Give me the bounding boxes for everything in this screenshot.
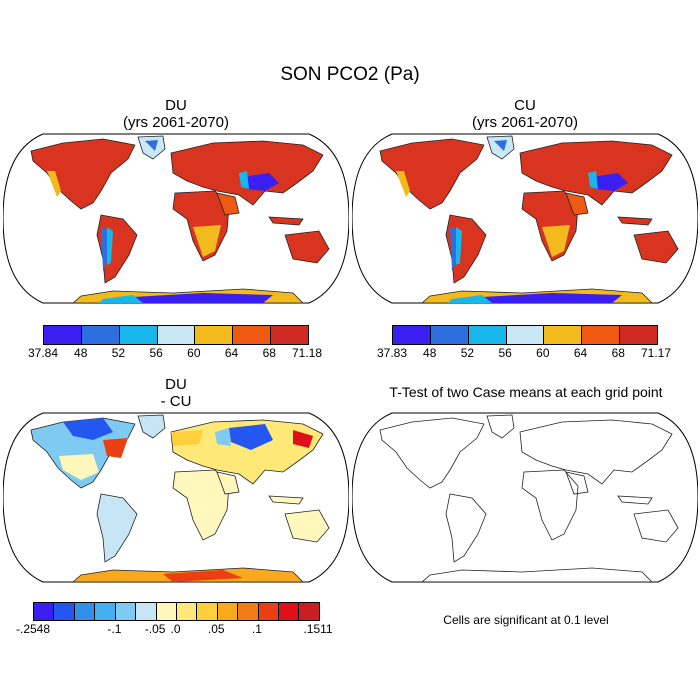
- du-colorbar-swatch: [119, 326, 158, 344]
- tibet-halo: [239, 171, 249, 189]
- australia: [284, 230, 330, 264]
- cu-colorbar-tick-label: 37.83: [376, 346, 408, 360]
- diff-colorbar-swatch: [115, 603, 137, 620]
- du-panel-title: DU: [165, 97, 187, 114]
- diff-colorbar-swatch: [279, 603, 300, 620]
- diff-colorbar-swatch: [176, 603, 198, 620]
- greenland-core: [145, 140, 158, 151]
- du-colorbar-tick-label: 68: [262, 346, 276, 360]
- diff-colorbar-swatch: [258, 603, 280, 620]
- cu-colorbar-swatch: [582, 326, 621, 344]
- diff-colorbar-swatch: [136, 603, 157, 620]
- diff-colorbar-swatch: [238, 603, 259, 620]
- cu-colorbar-swatch: [544, 326, 583, 344]
- tibet: [243, 173, 279, 191]
- du-colorbar-tick-label: 37.84: [27, 346, 59, 360]
- diff-colorbar-tick-label: .1511: [303, 622, 333, 636]
- diff-colorbar-swatch: [54, 603, 75, 620]
- cu-colorbar-tick-label: 52: [460, 346, 475, 360]
- du-colorbar-swatch: [271, 326, 309, 344]
- du-colorbar-tick-label: 60: [187, 346, 201, 360]
- du-colorbar-tick-label: 48: [74, 346, 88, 360]
- diff-panel-subtitle: - CU: [160, 393, 192, 410]
- diff-colorbar-swatch: [299, 603, 319, 620]
- du-colorbar-swatch: [195, 326, 234, 344]
- arabia: [216, 192, 240, 216]
- cu-colorbar-tick-label: 71.17: [640, 346, 672, 360]
- cu-colorbar-tick-label: 68: [611, 346, 625, 360]
- andes: [101, 227, 107, 271]
- cu-colorbar-tick-label: 56: [498, 346, 512, 360]
- cu-colorbar-swatch: [468, 326, 507, 344]
- north-america-west-coast: [47, 171, 61, 197]
- cu-colorbar-swatch: [430, 326, 469, 344]
- du-colorbar-tick-label: 71.18: [291, 346, 323, 360]
- cu-colorbar-tick-label: 48: [423, 346, 437, 360]
- du-colorbar-tick-label: 64: [224, 346, 239, 360]
- diff-colorbar-tick-label: .05: [207, 622, 225, 636]
- diff-colorbar-tick-label: .0: [170, 622, 181, 636]
- diff-colorbar-tick-label: .1: [251, 622, 262, 636]
- du-colorbar-swatch: [157, 326, 196, 344]
- cu-panel-title: CU: [514, 97, 536, 114]
- du-map: [3, 133, 349, 304]
- du-panel-subtitle: (yrs 2061-2070): [123, 114, 229, 131]
- du-colorbar-swatch: [81, 326, 120, 344]
- cu-colorbar-tick-label: 64: [573, 346, 588, 360]
- cu-map: [352, 133, 698, 304]
- indonesia: [268, 216, 304, 226]
- diff-colorbar-swatch: [74, 603, 96, 620]
- diff-colorbar-swatch: [197, 603, 218, 620]
- du-colorbar-swatch: [233, 326, 272, 344]
- diff-panel-title: DU: [165, 376, 187, 393]
- diff-colorbar-swatch: [95, 603, 116, 620]
- cu-colorbar-swatch: [620, 326, 658, 344]
- cu-colorbar-tick-label: 60: [536, 346, 550, 360]
- diff-colorbar-swatch: [34, 603, 55, 620]
- diff-colorbar-swatch: [217, 603, 239, 620]
- ttest-panel-title: T-Test of two Case means at each grid po…: [389, 384, 663, 400]
- antarctica-mid: [99, 295, 143, 303]
- du-colorbar-tick-label: 52: [111, 346, 126, 360]
- cu-colorbar-swatch: [393, 326, 431, 344]
- cu-colorbar: [392, 325, 658, 345]
- ttest-map: [352, 412, 698, 583]
- diff-colorbar-tick-label: -.05: [144, 622, 166, 636]
- du-colorbar: [43, 325, 309, 345]
- africa-south: [193, 225, 221, 257]
- antarctica-core: [133, 293, 273, 303]
- diff-colorbar-swatch: [156, 603, 177, 620]
- du-colorbar-swatch: [44, 326, 82, 344]
- diff-colorbar-tick-label: -.1: [107, 622, 122, 636]
- du-colorbar-tick-label: 56: [149, 346, 163, 360]
- difference-colorbar: [33, 602, 320, 621]
- andes-halo: [107, 227, 113, 265]
- difference-map: [3, 412, 349, 583]
- diff-colorbar-tick-label: -.2548: [15, 622, 51, 636]
- cu-colorbar-swatch: [506, 326, 545, 344]
- figure-title: SON PCO2 (Pa): [280, 64, 420, 85]
- cu-panel-subtitle: (yrs 2061-2070): [472, 114, 578, 131]
- significance-note: Cells are significant at 0.1 level: [443, 613, 609, 627]
